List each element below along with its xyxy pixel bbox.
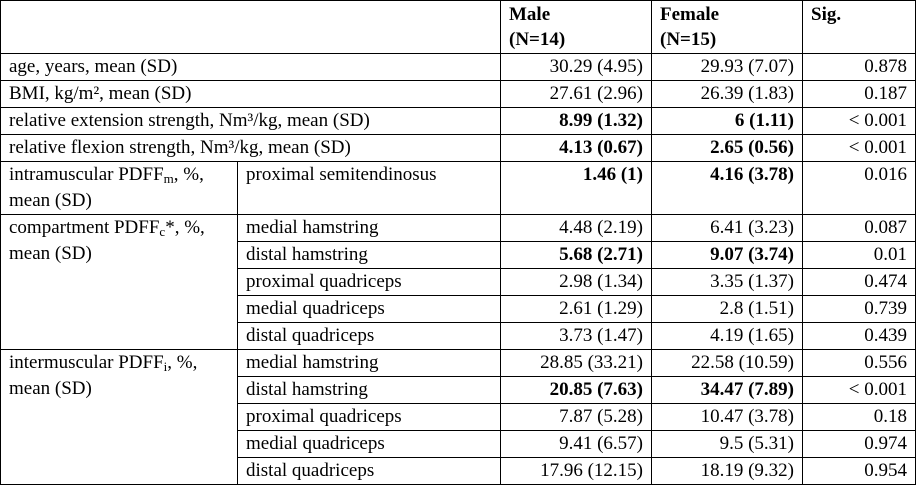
sub-label: proximal quadriceps (237, 268, 501, 296)
value-cell: 29.93 (7.07) (651, 53, 803, 81)
sig-cell: 0.439 (802, 322, 916, 350)
row-label: age, years, mean (SD) (0, 53, 501, 81)
sig-cell: 0.187 (802, 80, 916, 108)
sig-cell: 0.087 (802, 214, 916, 242)
group-label: intramuscular PDFFm, %, mean (SD) (0, 161, 238, 215)
sub-label: distal hamstring (237, 376, 501, 404)
value-cell: 26.39 (1.83) (651, 80, 803, 108)
group-label: intermuscular PDFFi, %, mean (SD) (0, 349, 238, 485)
value-cell: 2.65 (0.56) (651, 134, 803, 162)
sub-label: distal hamstring (237, 241, 501, 269)
sig-cell: 0.01 (802, 241, 916, 269)
header-line: Female (660, 4, 720, 25)
value-cell: 2.8 (1.51) (651, 295, 803, 323)
value-cell: 4.13 (0.67) (500, 134, 652, 162)
value-cell: 28.85 (33.21) (500, 349, 652, 377)
value-cell: 6 (1.11) (651, 107, 803, 135)
value-cell: 8.99 (1.32) (500, 107, 652, 135)
value-cell: 27.61 (2.96) (500, 80, 652, 108)
value-cell: 22.58 (10.59) (651, 349, 803, 377)
sig-cell: 0.739 (802, 295, 916, 323)
table-row: relative flexion strength, Nm³/kg, mean … (0, 134, 916, 162)
value-cell: 6.41 (3.23) (651, 214, 803, 242)
label-subscript: m (163, 171, 174, 186)
value-cell: 9.5 (5.31) (651, 430, 803, 458)
table-row: BMI, kg/m², mean (SD) 27.61 (2.96) 26.39 (… (0, 80, 916, 108)
value-cell: 7.87 (5.28) (500, 403, 652, 431)
label-subscript: c (159, 224, 166, 239)
row-label: BMI, kg/m², mean (SD) (0, 80, 501, 108)
sub-label: medial hamstring (237, 349, 501, 377)
header-cell (0, 0, 501, 54)
table-row: medial quadriceps 2.61 (1.29) 2.8 (1.51) 0.… (1, 295, 916, 323)
value-cell: 1.46 (1) (500, 161, 652, 215)
value-cell: 3.73 (1.47) (500, 322, 652, 350)
row-label: relative flexion strength, Nm³/kg, mean … (0, 134, 501, 162)
group-label: compartment PDFFc*, %, mean (SD) (0, 214, 238, 350)
value-cell: 9.07 (3.74) (651, 241, 803, 269)
label-subscript: i (163, 359, 168, 374)
table-row: compartment PDFFc*, %, mean (SD) medial h… (0, 214, 916, 350)
label-text: , %, mean (SD) (9, 352, 198, 399)
label-text: *, %, mean (SD) (9, 217, 205, 264)
sig-cell: 0.18 (802, 403, 916, 431)
value-cell: 4.19 (1.65) (651, 322, 803, 350)
table-row: distal quadriceps 3.73 (1.47) 4.19 (1.65) 0… (1, 322, 916, 350)
sig-cell: < 0.001 (802, 376, 916, 404)
label-text: compartment PDFF (9, 217, 160, 238)
header-cell: Sig. (802, 0, 916, 54)
value-cell: 2.61 (1.29) (500, 295, 652, 323)
label-text: , %, mean (SD) (9, 164, 204, 211)
value-cell: 10.47 (3.78) (651, 403, 803, 431)
table-body: Male (N=14) Female (N=15) Sig. age, years, me… (0, 0, 916, 485)
table-row: relative extension strength, Nm³/kg, mea… (0, 107, 916, 135)
sub-label: proximal semitendinosus (237, 161, 501, 215)
sub-label: medial quadriceps (237, 295, 501, 323)
row-label: relative extension strength, Nm³/kg, mea… (0, 107, 501, 135)
sig-cell: 0.954 (802, 457, 916, 485)
table-row: intramuscular PDFFm, %, mean (SD) proxima… (0, 161, 916, 215)
value-cell: 20.85 (7.63) (500, 376, 652, 404)
label-text: intermuscular PDFF (9, 352, 164, 373)
value-cell: 9.41 (6.57) (500, 430, 652, 458)
value-cell: 4.48 (2.19) (500, 214, 652, 242)
table-row: distal quadriceps 17.96 (12.15) 18.19 (9.3… (1, 457, 916, 485)
data-table: Male (N=14) Female (N=15) Sig. age, years, me… (0, 0, 916, 485)
value-cell: 4.16 (3.78) (651, 161, 803, 215)
value-cell: 2.98 (1.34) (500, 268, 652, 296)
header-cell: Male (N=14) (500, 0, 652, 54)
value-cell: 3.35 (1.37) (651, 268, 803, 296)
value-cell: 5.68 (2.71) (500, 241, 652, 269)
sub-label: medial quadriceps (237, 430, 501, 458)
header-row: Male (N=14) Female (N=15) Sig. (0, 0, 916, 54)
sub-label: medial hamstring (237, 214, 501, 242)
header-cell: Female (N=15) (651, 0, 803, 54)
sig-cell: < 0.001 (802, 134, 916, 162)
header-line: Male (509, 4, 551, 25)
sig-cell: 0.474 (802, 268, 916, 296)
value-cell: 34.47 (7.89) (651, 376, 803, 404)
header-line: (N=15) (660, 29, 717, 50)
sig-cell: < 0.001 (802, 107, 916, 135)
table-row: age, years, mean (SD) 30.29 (4.95) 29.93 (… (0, 53, 916, 81)
value-cell: 18.19 (9.32) (651, 457, 803, 485)
sig-cell: 0.878 (802, 53, 916, 81)
value-cell: 30.29 (4.95) (500, 53, 652, 81)
header-line: (N=14) (509, 29, 566, 50)
value-cell: 17.96 (12.15) (500, 457, 652, 485)
label-text: intramuscular PDFF (9, 164, 164, 185)
sig-cell: 0.974 (802, 430, 916, 458)
sig-cell: 0.016 (802, 161, 916, 215)
sig-cell: 0.556 (802, 349, 916, 377)
sub-label: distal quadriceps (237, 457, 501, 485)
sub-label: distal quadriceps (237, 322, 501, 350)
sub-label: proximal quadriceps (237, 403, 501, 431)
table-row: intermuscular PDFFi, %, mean (SD) medial … (0, 349, 916, 485)
